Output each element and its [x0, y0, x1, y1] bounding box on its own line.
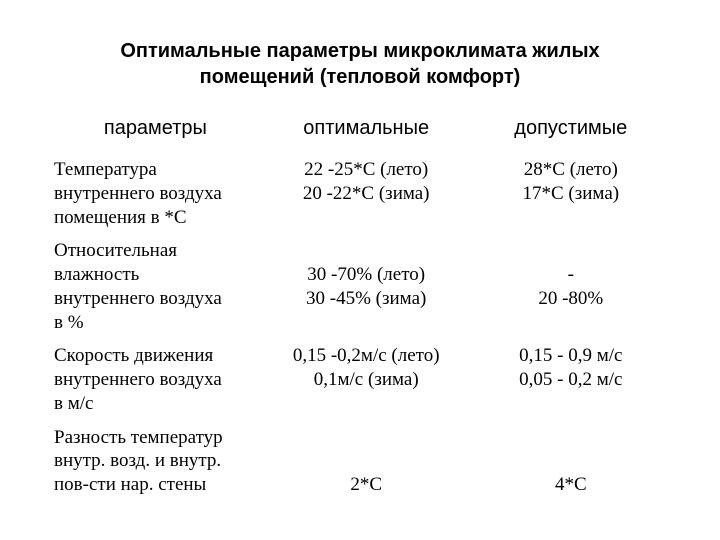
header-allowed: допустимые — [472, 116, 670, 156]
optimal-text: 0,1м/с (зима) — [314, 369, 419, 390]
param-text: Скорость движения — [54, 345, 213, 366]
allowed-text: 20 -80% — [538, 288, 603, 309]
optimal-cell: 22 -25*С (лето) 20 -22*С (зима) — [261, 156, 472, 237]
allowed-cell: 0,15 - 0,9 м/с 0,05 - 0,2 м/с — [472, 342, 670, 423]
optimal-cell: 2*С — [261, 424, 472, 505]
param-text: внутреннего воздуха — [54, 183, 222, 204]
table-row: Температура внутреннего воздуха помещени… — [50, 156, 670, 237]
param-text: помещения в *С — [54, 207, 187, 228]
param-text: Разность температур — [54, 427, 223, 448]
param-text: в м/с — [54, 393, 93, 414]
param-text: внутр. возд. и внутр. — [54, 450, 221, 471]
param-text: Относительная — [54, 240, 177, 261]
allowed-text: 4*С — [555, 474, 587, 495]
param-text: внутреннего воздуха — [54, 288, 222, 309]
param-text: в % — [54, 312, 84, 333]
param-text: внутреннего воздуха — [54, 369, 222, 390]
table-row: Скорость движения внутреннего воздуха в … — [50, 342, 670, 423]
allowed-cell: - 20 -80% — [472, 237, 670, 342]
allowed-text: 0,15 - 0,9 м/с — [519, 345, 622, 366]
table-header-row: параметры оптимальные допустимые — [50, 116, 670, 156]
title-line-1: Оптимальные параметры микроклимата жилых — [120, 40, 599, 62]
param-cell: Разность температур внутр. возд. и внутр… — [50, 424, 261, 505]
allowed-text: 28*С (лето) — [524, 159, 618, 180]
header-optimal: оптимальные — [261, 116, 472, 156]
optimal-text: 20 -22*С (зима) — [303, 183, 430, 204]
allowed-text: - — [568, 264, 574, 285]
optimal-cell: 0,15 -0,2м/с (лето) 0,1м/с (зима) — [261, 342, 472, 423]
optimal-text: 30 -45% (зима) — [306, 288, 426, 309]
param-cell: Относительная влажность внутреннего возд… — [50, 237, 261, 342]
title-line-2: помещений (тепловой комфорт) — [200, 66, 521, 88]
param-text: пов-сти нар. стены — [54, 474, 206, 495]
optimal-cell: 30 -70% (лето) 30 -45% (зима) — [261, 237, 472, 342]
page-title: Оптимальные параметры микроклимата жилых… — [50, 38, 670, 90]
header-parameters: параметры — [50, 116, 261, 156]
param-text: влажность — [54, 264, 139, 285]
optimal-text: 0,15 -0,2м/с (лето) — [293, 345, 440, 366]
allowed-cell: 28*С (лето) 17*С (зима) — [472, 156, 670, 237]
param-cell: Скорость движения внутреннего воздуха в … — [50, 342, 261, 423]
param-text: Температура — [54, 159, 157, 180]
allowed-text: 17*С (зима) — [523, 183, 620, 204]
allowed-text: 0,05 - 0,2 м/с — [519, 369, 622, 390]
optimal-text: 30 -70% (лето) — [307, 264, 425, 285]
optimal-text: 22 -25*С (лето) — [304, 159, 428, 180]
table-row: Разность температур внутр. возд. и внутр… — [50, 424, 670, 505]
microclimate-table: параметры оптимальные допустимые Темпера… — [50, 116, 670, 505]
table-row: Относительная влажность внутреннего возд… — [50, 237, 670, 342]
optimal-text: 2*С — [350, 474, 382, 495]
param-cell: Температура внутреннего воздуха помещени… — [50, 156, 261, 237]
allowed-cell: 4*С — [472, 424, 670, 505]
